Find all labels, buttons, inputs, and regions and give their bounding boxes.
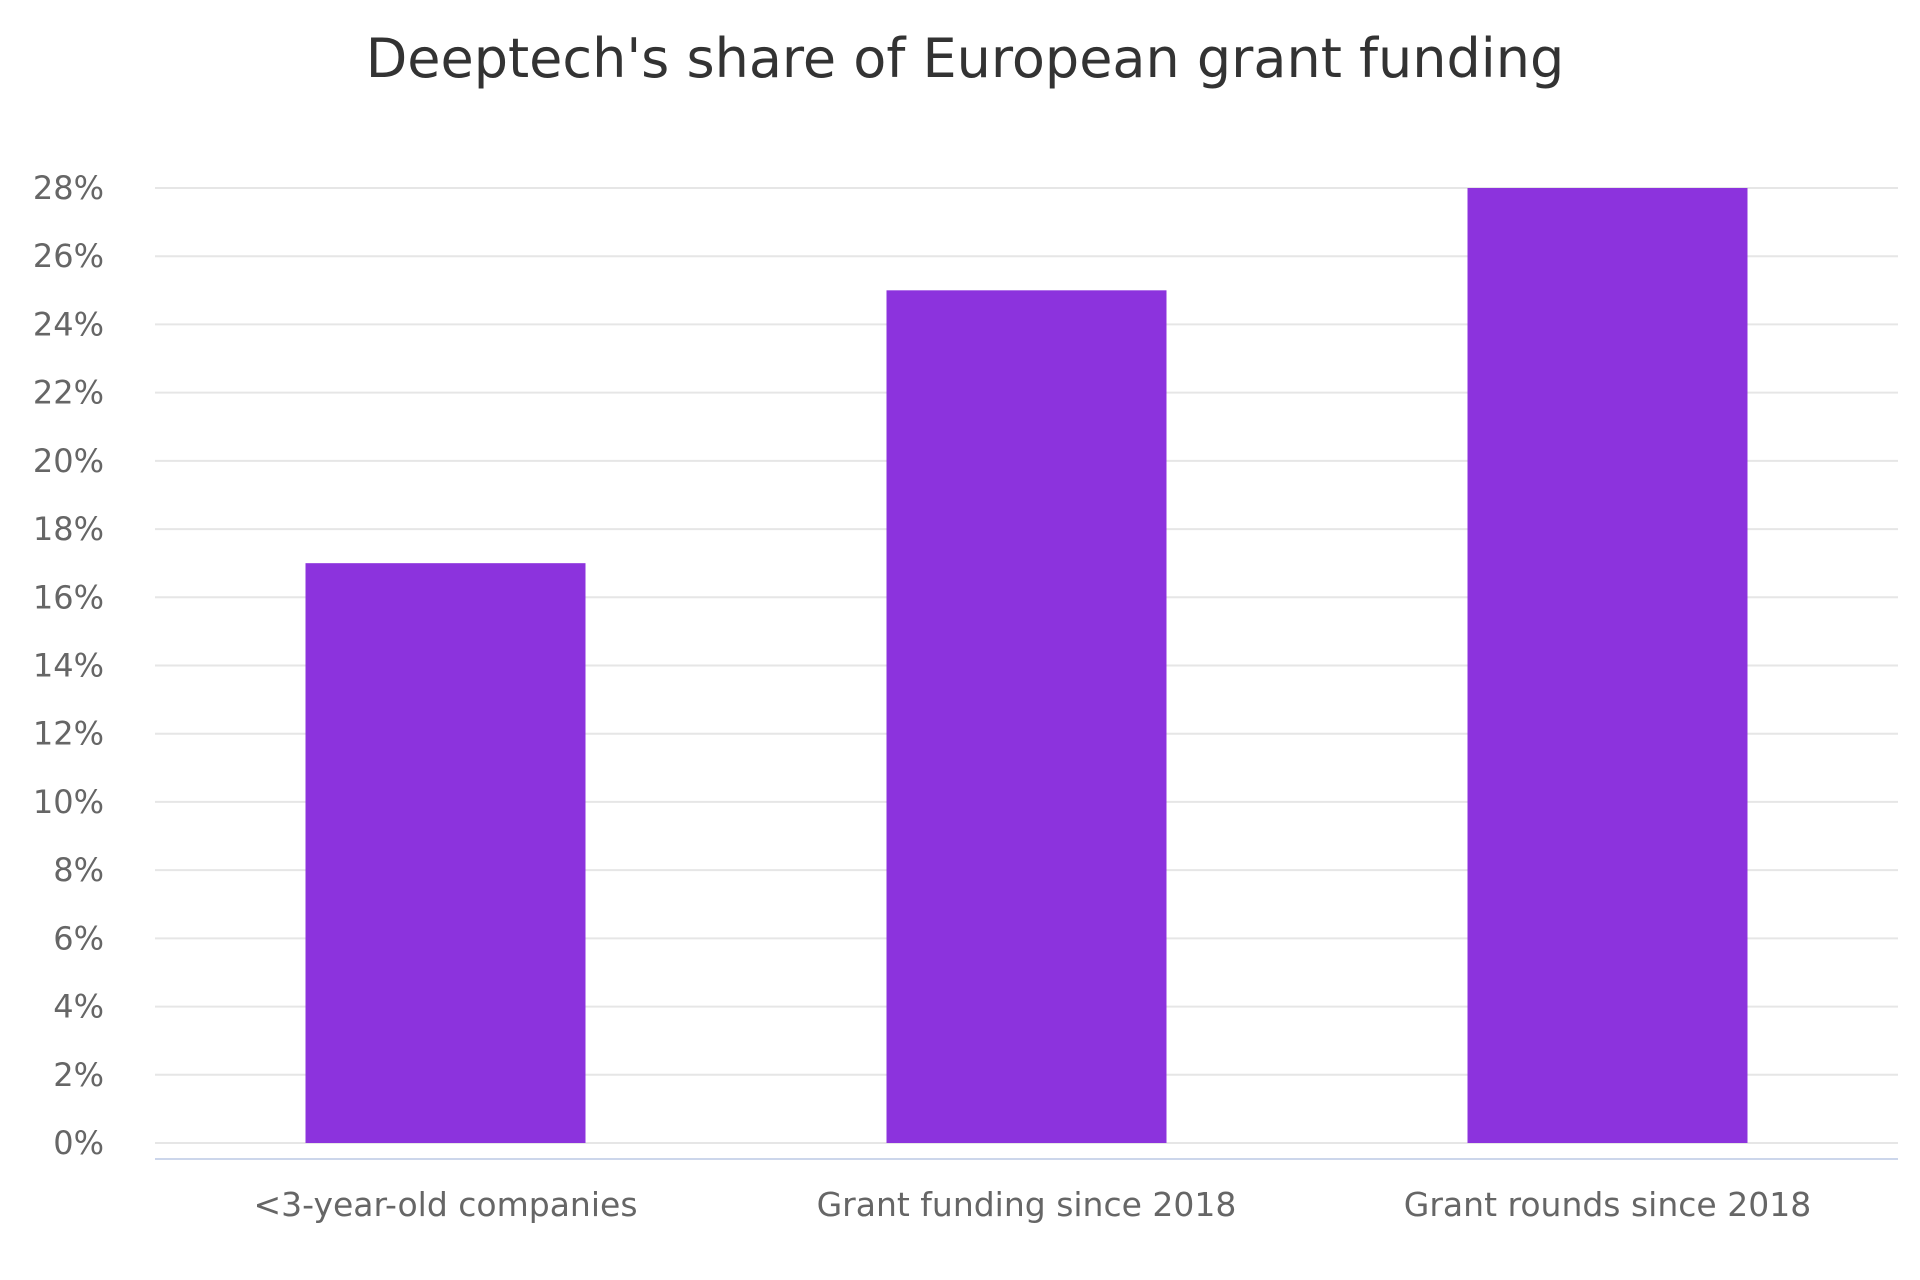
x-category-label: Grant rounds since 2018 — [1404, 1185, 1811, 1224]
bar[interactable] — [886, 290, 1167, 1144]
bar[interactable] — [1467, 188, 1748, 1143]
bar[interactable] — [305, 563, 586, 1143]
y-tick-label: 8% — [53, 851, 104, 889]
y-tick-label: 4% — [53, 988, 104, 1026]
y-axis-tick-labels: 0% 2% 4% 6% 8% 10% 12% 14% 16% 18% 20% 22% 24% 26% 28% — [33, 169, 104, 1162]
y-tick-label: 20% — [33, 442, 104, 480]
y-tick-label: 16% — [33, 578, 104, 616]
y-tick-label: 18% — [33, 510, 104, 548]
y-tick-label: 0% — [53, 1124, 104, 1162]
x-category-label: Grant funding since 2018 — [817, 1185, 1237, 1224]
y-tick-label: 26% — [33, 237, 104, 275]
bars — [305, 188, 1748, 1144]
y-tick-label: 28% — [33, 169, 104, 207]
y-tick-label: 14% — [33, 647, 104, 685]
y-tick-label: 24% — [33, 305, 104, 343]
x-category-label: <3-year-old companies — [253, 1185, 637, 1224]
y-tick-label: 10% — [33, 783, 104, 821]
y-tick-label: 2% — [53, 1056, 104, 1094]
y-tick-label: 22% — [33, 374, 104, 412]
chart-title: Deeptech's share of European grant fundi… — [366, 27, 1565, 90]
y-tick-label: 12% — [33, 715, 104, 753]
y-tick-label: 6% — [53, 919, 104, 957]
x-axis-category-labels: <3-year-old companies Grant funding since… — [253, 1185, 1811, 1224]
